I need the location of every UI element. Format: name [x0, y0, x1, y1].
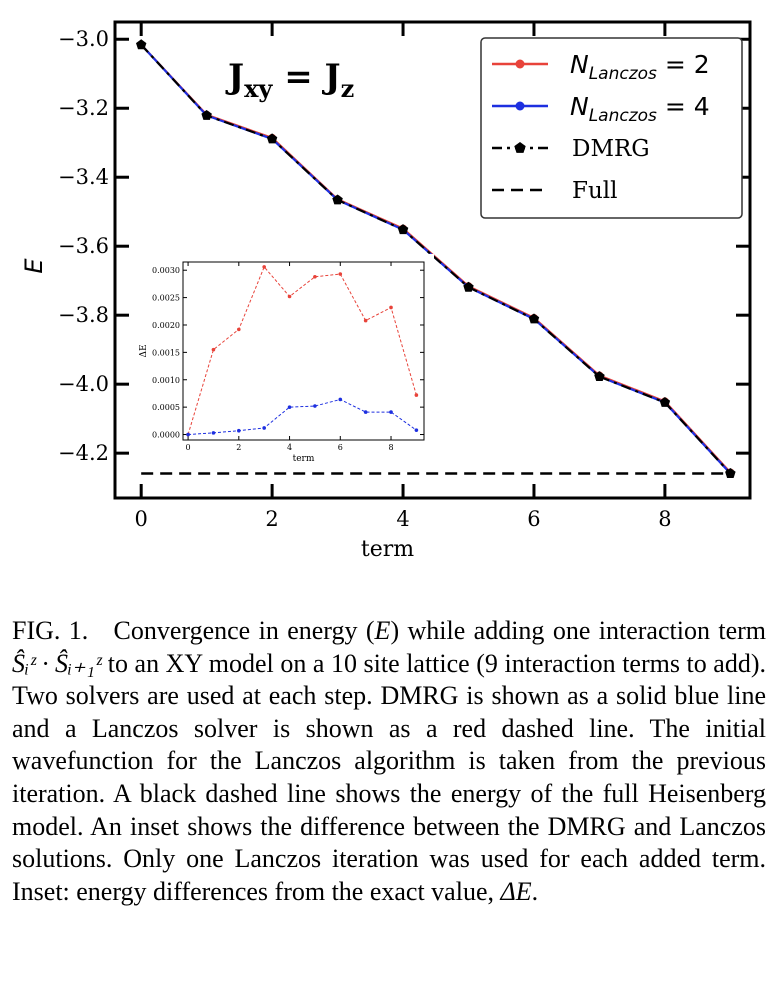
caption-label: FIG. 1. — [12, 616, 89, 645]
inset-series-point-1 — [363, 410, 368, 414]
inset-series-point-1 — [313, 404, 317, 408]
series-line-2 — [140, 44, 732, 475]
x-tick-label: 8 — [658, 507, 671, 531]
inset-x-tick-label: 2 — [236, 443, 241, 452]
inset-series-point-0 — [262, 265, 266, 269]
inset-series-point-1 — [287, 405, 292, 409]
legend-label: NLanczos = 4 — [570, 92, 710, 126]
series-point-dmrg — [397, 224, 409, 235]
legend-marker — [515, 59, 525, 69]
inset-x-tick-label: 6 — [338, 443, 343, 452]
figure-caption: FIG. 1. Convergence in energy (E) while … — [12, 615, 766, 908]
caption-text-a: Convergence in energy ( — [113, 616, 375, 645]
series-point-dmrg — [725, 468, 736, 478]
y-axis-label: E — [20, 258, 48, 274]
caption-term: Ŝᵢᶻ · Ŝᵢ₊₁ᶻ — [12, 648, 102, 678]
inset-series-point-1 — [262, 426, 266, 430]
inset-series-point-1 — [237, 428, 241, 433]
inset-series-line-0 — [187, 265, 417, 435]
inset-x-tick-label: 4 — [287, 443, 292, 452]
x-tick-label: 0 — [134, 507, 147, 531]
caption-text-b: ) while adding one interaction term — [390, 616, 766, 645]
y-tick-label: −3.2 — [58, 96, 109, 120]
series-point-dmrg — [463, 281, 474, 292]
inset-y-tick-label: 0.0000 — [152, 431, 180, 440]
series-point-dmrg — [136, 39, 147, 50]
caption-delta-e: ΔE — [500, 876, 532, 906]
inset-y-tick-label: 0.0005 — [152, 403, 180, 412]
series-point-dmrg — [528, 313, 540, 324]
y-tick-label: −4.0 — [58, 372, 109, 396]
inset-series-point-1 — [211, 431, 216, 435]
inset-x-tick-label: 8 — [388, 443, 393, 452]
x-tick-label: 4 — [396, 507, 409, 531]
main-plot: 0 2 4 6 8 −3.0 −3.2 −3.4 −3.6 −3.8 −4.0 −4.2 term E — [20, 20, 752, 562]
inset-series-line-1 — [188, 398, 417, 436]
series-point-dmrg — [201, 110, 212, 120]
series-point-dmrg — [332, 194, 343, 205]
y-tick-label: −3.6 — [58, 234, 109, 258]
inset-series-point-1 — [414, 428, 419, 432]
y-tick-label: −3.0 — [58, 27, 109, 51]
y-tick-label: −3.8 — [58, 303, 109, 327]
inset-series-point-0 — [338, 272, 343, 276]
legend-label: Full — [572, 178, 617, 204]
x-tick-label: 2 — [265, 507, 278, 531]
inset-y-tick-label: 0.0030 — [152, 266, 180, 275]
caption-text-d: . — [531, 876, 539, 906]
inset-series-point-1 — [186, 432, 190, 437]
legend-marker — [514, 142, 526, 153]
series-point-dmrg — [594, 371, 605, 381]
series-point-dmrg — [266, 133, 278, 144]
chart-svg: 0 2 4 6 8 −3.0 −3.2 −3.4 −3.6 −3.8 −4.0 −4.2 term E J… — [20, 20, 752, 562]
x-tick-label: 6 — [527, 507, 540, 531]
inset-series-point-0 — [389, 305, 393, 310]
inset-series-point-0 — [363, 318, 368, 323]
inset-series-point-0 — [211, 347, 216, 352]
inset-series-point-1 — [389, 410, 393, 414]
legend: NLanczos = 2 NLanczos = 4 DMRG Full — [480, 37, 743, 219]
inset-background — [138, 254, 434, 466]
series-point-dmrg — [659, 397, 671, 407]
legend-marker — [515, 101, 525, 111]
legend-label: NLanczos = 2 — [570, 50, 710, 84]
inset-series-point-0 — [237, 327, 241, 332]
energy-convergence-figure: 0 2 4 6 8 −3.0 −3.2 −3.4 −3.6 −3.8 −4.0 −4.2 term E J… — [20, 20, 752, 562]
y-tick-label: −3.4 — [58, 165, 109, 189]
inset-plot: 0 2 4 6 8 0.0000 0.0005 0.0010 0.0015 0.0020 0.002… — [138, 254, 434, 466]
plot-frame — [113, 20, 752, 500]
x-axis-label: term — [361, 537, 414, 562]
legend-box — [480, 37, 743, 219]
inset-series-point-1 — [338, 397, 343, 402]
caption-var-e: E — [374, 616, 391, 645]
inset-y-tick-label: 0.0015 — [152, 348, 180, 357]
inset-series-point-0 — [414, 393, 419, 397]
inset-y-tick-label: 0.0010 — [152, 376, 180, 385]
inset-y-tick-label: 0.0020 — [152, 321, 180, 330]
inset-series-point-0 — [287, 294, 292, 299]
inset-x-tick-label: 0 — [186, 443, 191, 452]
legend-label: DMRG — [572, 136, 650, 162]
inset-series-point-0 — [313, 274, 317, 279]
inset-y-axis-label: ΔE — [139, 344, 149, 357]
annotation-jxy-eq-jz: Jxy = Jz — [225, 57, 354, 103]
inset-frame — [182, 261, 425, 441]
inset-x-axis-label: term — [293, 454, 315, 464]
caption-text-c: to an XY model on a 10 site lattice (9 i… — [12, 648, 767, 906]
inset-y-tick-label: 0.0025 — [152, 294, 180, 303]
y-tick-label: −4.2 — [58, 441, 109, 465]
